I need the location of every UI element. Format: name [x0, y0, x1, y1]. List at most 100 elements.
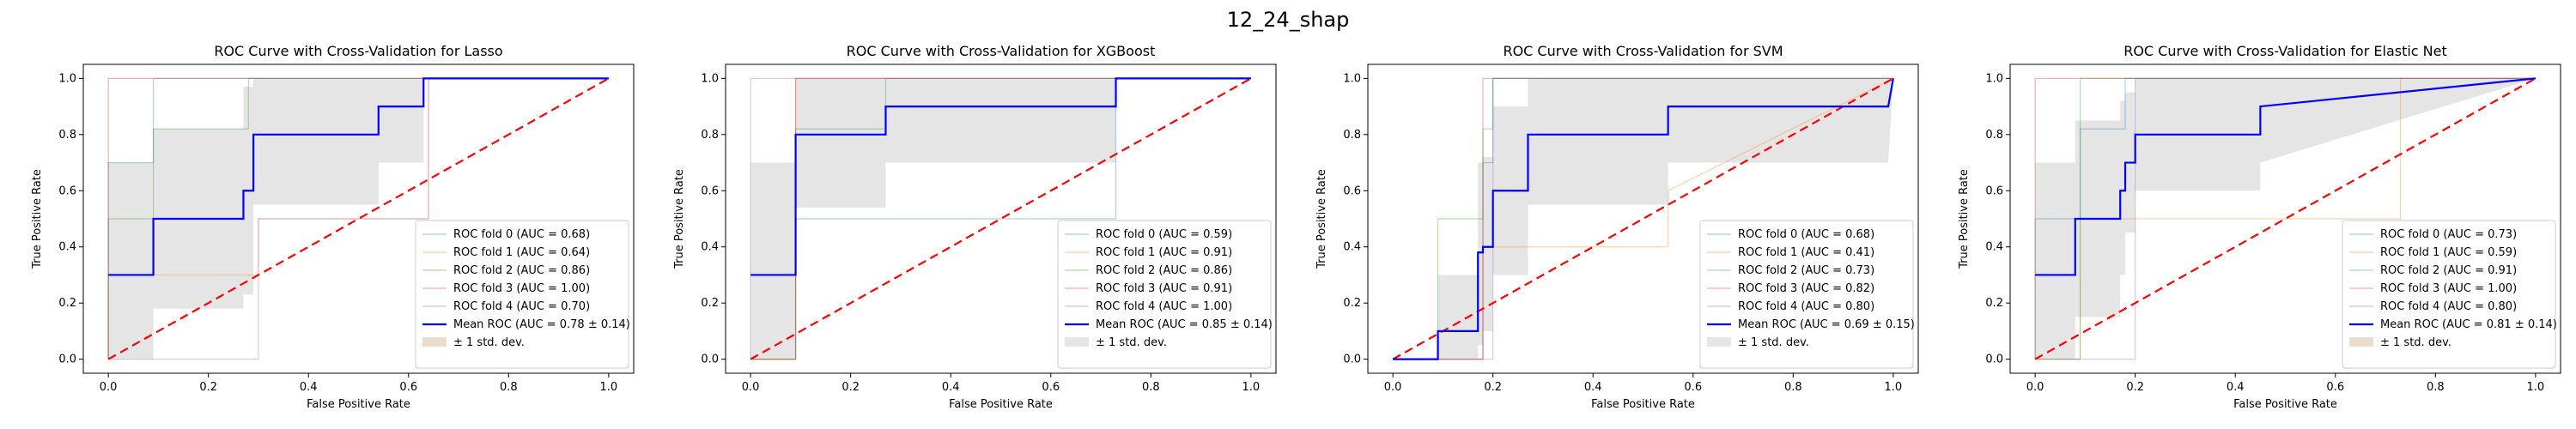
chart-title: ROC Curve with Cross-Validation for Elas… — [2123, 43, 2447, 59]
legend-box — [415, 220, 629, 369]
x-tick-label: 0.6 — [399, 381, 417, 394]
legend-label: ROC fold 3 (AUC = 0.91) — [1096, 282, 1232, 295]
y-tick-label: 0.6 — [1985, 184, 2003, 197]
std-band — [750, 78, 1251, 360]
legend-label: Mean ROC (AUC = 0.81 ± 0.14) — [2380, 318, 2557, 331]
legend: ROC fold 0 (AUC = 0.59) ROC fold 1 (AUC =… — [1057, 220, 1273, 369]
y-tick-label: 0.4 — [1343, 241, 1361, 254]
y-tick-label: 0.6 — [58, 184, 76, 197]
legend-label: ROC fold 2 (AUC = 0.86) — [1096, 264, 1232, 277]
legend: ROC fold 0 (AUC = 0.73) ROC fold 1 (AUC =… — [2342, 220, 2557, 369]
plot-frame — [1367, 63, 1919, 374]
legend-label: ROC fold 4 (AUC = 1.00) — [1096, 300, 1232, 313]
y-tick-label: 0.2 — [701, 297, 719, 310]
y-axis-label: True Positive Rate — [673, 169, 686, 269]
legend-label: Mean ROC (AUC = 0.85 ± 0.14) — [1096, 318, 1273, 331]
roc-fold-2-line — [107, 77, 609, 360]
x-tick-label: 0.4 — [942, 381, 960, 394]
y-axis-label: True Positive Rate — [1315, 169, 1328, 269]
y-tick-label: 0.4 — [58, 241, 76, 254]
x-tick-label: 0.6 — [1042, 381, 1060, 394]
x-tick-label: 1.0 — [1242, 381, 1261, 394]
legend-label: ROC fold 0 (AUC = 0.68) — [1738, 228, 1874, 241]
chart-panel-1: ROC Curve with Cross-Validation for Lass… — [31, 43, 635, 411]
mean-roc-line — [108, 77, 609, 276]
x-tick-label: 0.8 — [2427, 381, 2445, 394]
y-axis-label: True Positive Rate — [1958, 169, 1971, 269]
y-tick-label: 0.0 — [1985, 353, 2003, 366]
roc-fold-3-line — [2034, 77, 2536, 360]
legend-label: Mean ROC (AUC = 0.78 ± 0.14) — [453, 318, 630, 331]
mean-roc-line — [2035, 77, 2536, 276]
y-tick-label: 1.0 — [1985, 72, 2003, 85]
legend-label: Mean ROC (AUC = 0.69 ± 0.15) — [1738, 318, 1915, 331]
legend-label: ROC fold 2 (AUC = 0.91) — [2380, 264, 2517, 277]
roc-fold-4-line — [750, 77, 1251, 360]
chart-title: ROC Curve with Cross-Validation for SVM — [1503, 43, 1783, 59]
chart-panel-4: ROC Curve with Cross-Validation for Elas… — [1958, 43, 2561, 411]
x-tick-label: 0.2 — [841, 381, 860, 394]
roc-fold-1-line — [2035, 77, 2536, 360]
y-tick-label: 0.8 — [58, 129, 76, 142]
legend-label: ROC fold 3 (AUC = 0.82) — [1738, 282, 1874, 295]
plot-frame — [82, 63, 635, 374]
legend-label: ROC fold 4 (AUC = 0.80) — [1738, 300, 1874, 313]
chart-title: ROC Curve with Cross-Validation for XGBo… — [847, 43, 1156, 59]
roc-fold-1-line — [1393, 77, 1894, 360]
legend-label: ± 1 std. dev. — [2380, 336, 2451, 349]
legend-label: ROC fold 1 (AUC = 0.59) — [2380, 246, 2517, 259]
std-band — [2035, 78, 2536, 360]
x-tick-label: 0.4 — [2227, 381, 2245, 394]
y-tick-label: 0.2 — [1343, 297, 1361, 310]
x-tick-label: 0.6 — [1684, 381, 1702, 394]
legend-label: ROC fold 4 (AUC = 0.80) — [2380, 300, 2517, 313]
roc-fold-0-line — [1393, 77, 1893, 360]
legend-label: ROC fold 1 (AUC = 0.41) — [1738, 246, 1874, 259]
y-tick-label: 1.0 — [58, 72, 76, 85]
x-tick-label: 0.8 — [1142, 381, 1160, 394]
legend-label: ROC fold 2 (AUC = 0.86) — [453, 264, 590, 277]
x-tick-label: 1.0 — [2527, 381, 2545, 394]
x-axis-label: False Positive Rate — [949, 398, 1053, 411]
x-tick-label: 0.8 — [500, 381, 518, 394]
y-tick-label: 0.0 — [1343, 353, 1361, 366]
y-tick-label: 1.0 — [701, 72, 719, 85]
legend-swatch-std-band — [1065, 337, 1089, 347]
y-tick-label: 0.8 — [1985, 129, 2003, 142]
legend-label: ROC fold 4 (AUC = 0.70) — [453, 300, 590, 313]
y-tick-label: 0.0 — [58, 353, 76, 366]
x-tick-label: 0.4 — [1584, 381, 1602, 394]
chart-panel-2: ROC Curve with Cross-Validation for XGBo… — [673, 43, 1277, 411]
x-tick-label: 0.8 — [1784, 381, 1802, 394]
x-tick-label: 0.4 — [300, 381, 318, 394]
y-tick-label: 0.4 — [1985, 241, 2003, 254]
roc-fold-4-line — [2035, 77, 2536, 360]
roc-fold-0-line — [2034, 77, 2536, 360]
y-tick-label: 0.6 — [701, 184, 719, 197]
figure-title: 12_24_shap — [1226, 8, 1350, 32]
x-tick-label: 1.0 — [600, 381, 618, 394]
x-axis-label: False Positive Rate — [307, 398, 410, 411]
legend-swatch-std-band — [422, 337, 447, 347]
legend-box — [2342, 220, 2556, 369]
legend-box — [1057, 220, 1272, 369]
roc-fold-2-line — [750, 77, 1251, 360]
x-tick-label: 1.0 — [1885, 381, 1903, 394]
legend-label: ROC fold 1 (AUC = 0.91) — [1096, 246, 1232, 259]
chart-panel-3: ROC Curve with Cross-Validation for SVM 0… — [1315, 43, 1919, 411]
x-axis-label: False Positive Rate — [2233, 398, 2337, 411]
x-tick-label: 0.6 — [2326, 381, 2344, 394]
y-axis-label: True Positive Rate — [31, 169, 44, 269]
legend-label: ROC fold 2 (AUC = 0.73) — [1738, 264, 1874, 277]
roc-fold-0-line — [107, 77, 609, 360]
mean-roc-line — [750, 77, 1251, 276]
x-tick-label: 0.0 — [100, 381, 118, 394]
legend-box — [1699, 220, 1914, 369]
legend-label: ROC fold 0 (AUC = 0.73) — [2380, 228, 2517, 241]
x-tick-label: 0.2 — [199, 381, 217, 394]
legend-label: ± 1 std. dev. — [1738, 336, 1809, 349]
x-axis-label: False Positive Rate — [1591, 398, 1695, 411]
y-tick-label: 0.6 — [1343, 184, 1361, 197]
